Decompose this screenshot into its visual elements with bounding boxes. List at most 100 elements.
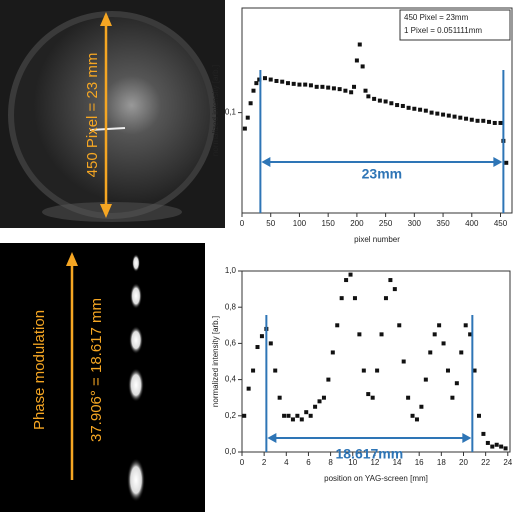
point	[326, 85, 331, 90]
point	[481, 118, 486, 123]
point	[485, 440, 490, 445]
point	[282, 413, 287, 418]
point	[441, 112, 446, 117]
point	[262, 76, 267, 81]
y-axis-label: normalized intensity [arb.]	[211, 316, 220, 407]
point	[268, 341, 273, 346]
y-tick-label: 1,0	[225, 266, 237, 275]
point	[487, 119, 492, 124]
y-tick-label: 0,2	[225, 411, 237, 420]
point	[372, 96, 377, 101]
point	[361, 368, 366, 373]
point	[423, 377, 428, 382]
point	[352, 296, 357, 301]
point	[414, 417, 419, 422]
photo-label: 37.906° = 18.617 mm	[88, 298, 105, 442]
point	[299, 417, 304, 422]
point	[375, 368, 380, 373]
point	[458, 115, 463, 120]
point	[339, 296, 344, 301]
point	[397, 323, 402, 328]
point	[441, 341, 446, 346]
point	[280, 79, 285, 84]
x-tick-label: 20	[459, 458, 468, 467]
point	[490, 444, 495, 449]
point	[450, 395, 455, 400]
y-axis-label: normalized intensity [arb.]	[211, 65, 220, 156]
point	[331, 86, 336, 91]
point	[308, 83, 313, 88]
point	[330, 350, 335, 355]
point	[400, 103, 405, 108]
point	[454, 381, 459, 386]
point	[379, 332, 384, 337]
point	[437, 323, 442, 328]
point	[468, 332, 473, 337]
point	[412, 106, 417, 111]
point	[245, 115, 250, 120]
arrow-head	[493, 157, 503, 167]
point	[246, 386, 251, 391]
point	[297, 82, 302, 87]
point	[321, 395, 326, 400]
note: 450 Pixel = 23mm	[404, 13, 469, 22]
point	[259, 334, 264, 339]
point	[435, 111, 440, 116]
arrow-head	[267, 433, 277, 443]
x-tick-label: 450	[494, 219, 508, 228]
point	[503, 446, 508, 451]
point	[317, 399, 322, 404]
point	[410, 413, 415, 418]
point	[290, 417, 295, 422]
note-box	[399, 9, 511, 41]
photo-label: Phase modulation	[31, 310, 48, 430]
x-tick-label: 16	[415, 458, 424, 467]
point	[429, 110, 434, 115]
point	[395, 103, 400, 108]
point	[349, 90, 354, 95]
x-axis-label: pixel number	[354, 235, 400, 244]
point	[383, 99, 388, 104]
point	[459, 350, 464, 355]
photo-spots: Phase modulation 37.906° = 18.617 mm	[0, 243, 205, 512]
point	[251, 368, 256, 373]
x-tick-label: 22	[481, 458, 490, 467]
point	[388, 278, 393, 283]
point	[432, 332, 437, 337]
point	[452, 114, 457, 119]
point	[348, 272, 353, 277]
point	[268, 77, 273, 82]
x-tick-label: 100	[293, 219, 307, 228]
point	[389, 101, 394, 106]
x-tick-label: 4	[284, 458, 289, 467]
x-tick-label: 18	[437, 458, 446, 467]
point	[481, 431, 486, 436]
point	[463, 323, 468, 328]
point	[446, 113, 451, 118]
point	[303, 82, 308, 87]
point	[248, 101, 253, 106]
point	[343, 88, 348, 93]
x-tick-label: 350	[436, 219, 450, 228]
point	[242, 126, 247, 131]
point	[370, 395, 375, 400]
point	[377, 98, 382, 103]
photo-label: 450 Pixel = 23 mm	[84, 53, 101, 178]
point	[504, 160, 509, 165]
arrow-head	[261, 157, 271, 167]
point	[352, 84, 357, 89]
point	[492, 120, 497, 125]
point	[360, 64, 365, 69]
x-tick-label: 250	[379, 219, 393, 228]
point	[476, 413, 481, 418]
point	[314, 84, 319, 89]
x-tick-label: 14	[393, 458, 402, 467]
y-tick-label: 0,0	[225, 447, 237, 456]
point	[445, 368, 450, 373]
point	[472, 368, 477, 373]
point	[273, 368, 278, 373]
point	[337, 87, 342, 92]
point	[498, 120, 503, 125]
x-tick-label: 150	[321, 219, 335, 228]
